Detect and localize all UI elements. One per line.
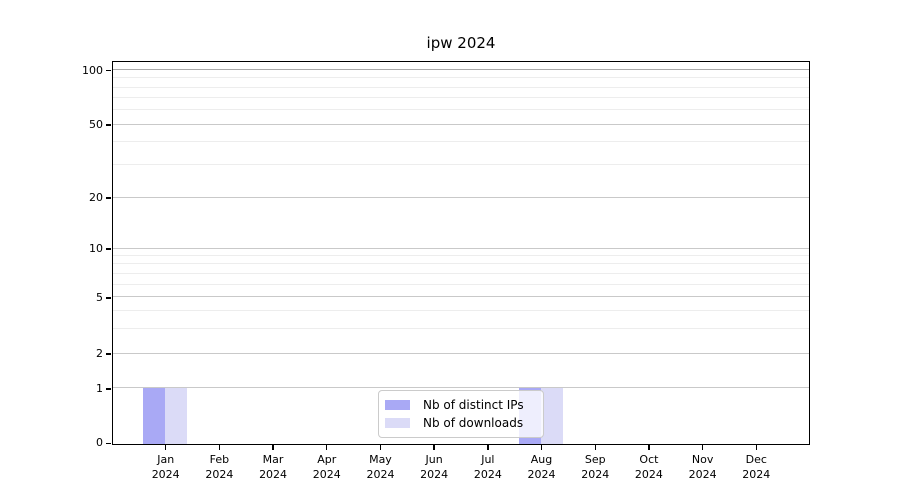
y-tick-mark: [106, 388, 111, 390]
y-tick-label: 50: [89, 118, 103, 132]
legend-label: Nb of distinct IPs: [423, 398, 524, 412]
y-gridline-minor: [113, 272, 809, 274]
x-tick-year: 2024: [420, 468, 449, 481]
legend-label: Nb of downloads: [423, 416, 524, 430]
bar-distinct-ips: [143, 387, 166, 444]
x-tick-month: Mar: [262, 453, 284, 466]
y-gridline-major: [113, 352, 809, 354]
y-gridline-major: [113, 247, 809, 249]
y-gridline-minor: [113, 109, 809, 111]
x-tick-year: 2024: [742, 468, 771, 481]
y-tick-label: 100: [82, 63, 103, 77]
x-tick-month: Nov: [691, 453, 714, 466]
y-gridline-minor: [113, 283, 809, 285]
y-tick-label: 10: [89, 242, 103, 256]
y-tick-mark: [106, 442, 111, 445]
y-tick-mark: [106, 197, 111, 199]
y-gridline-minor: [113, 164, 809, 166]
x-tick-year: 2024: [473, 468, 502, 481]
x-tick-mark: [487, 445, 489, 450]
x-tick-mark: [218, 445, 221, 450]
x-tick-year: 2024: [581, 468, 610, 481]
y-gridline-minor: [113, 327, 809, 329]
x-tick-label: Nov 2024: [671, 452, 735, 482]
x-tick-mark: [164, 445, 167, 450]
x-tick-label: Feb 2024: [187, 452, 251, 482]
x-tick-label: Dec 2024: [724, 452, 788, 482]
x-tick-mark: [272, 445, 274, 450]
x-tick-mark: [594, 445, 596, 450]
x-tick-mark: [326, 445, 328, 450]
x-tick-label: Mar 2024: [241, 452, 305, 482]
y-gridline-minor: [113, 263, 809, 265]
y-tick-mark: [106, 124, 111, 126]
x-tick-mark: [755, 445, 757, 450]
y-gridline-major: [113, 69, 809, 71]
x-tick-label: Jun 2024: [402, 452, 466, 482]
x-tick-mark: [379, 445, 382, 450]
x-tick-year: 2024: [205, 468, 234, 481]
x-tick-year: 2024: [151, 468, 180, 481]
legend: Nb of distinct IPs Nb of downloads: [378, 390, 544, 438]
x-tick-label: Oct 2024: [617, 452, 681, 482]
legend-entry: Nb of downloads: [385, 416, 535, 430]
y-gridline-minor: [113, 141, 809, 143]
x-tick-mark: [648, 445, 650, 450]
y-gridline-minor: [113, 310, 809, 312]
x-tick-month: Jun: [425, 453, 443, 466]
x-tick-mark: [540, 445, 543, 450]
x-tick-year: 2024: [312, 468, 341, 481]
x-tick-mark: [433, 445, 435, 450]
x-tick-label: Jan 2024: [134, 452, 198, 482]
x-tick-month: Apr: [317, 453, 337, 466]
y-tick-mark: [106, 248, 111, 250]
y-tick-label: 2: [96, 346, 103, 360]
x-tick-month: Aug: [530, 453, 553, 466]
y-gridline-major: [113, 123, 809, 125]
y-gridline-minor: [113, 77, 809, 79]
x-tick-label: Aug 2024: [510, 452, 574, 482]
plot-area: [112, 61, 810, 445]
legend-entry: Nb of distinct IPs: [385, 398, 535, 412]
x-tick-month: Jan: [157, 453, 175, 466]
x-tick-year: 2024: [634, 468, 663, 481]
bar-downloads: [165, 387, 188, 444]
x-tick-month: Dec: [745, 453, 767, 466]
y-tick-mark: [106, 353, 111, 355]
y-tick-label: 5: [96, 290, 103, 304]
x-tick-year: 2024: [259, 468, 288, 481]
legend-swatch-distinct-ips: [385, 400, 410, 410]
x-tick-month: Sep: [584, 453, 606, 466]
y-gridline-minor: [113, 86, 809, 88]
x-tick-month: Feb: [209, 453, 230, 466]
x-tick-label: Jul 2024: [456, 452, 520, 482]
x-tick-month: Jul: [481, 453, 495, 466]
x-tick-month: May: [369, 453, 392, 466]
x-tick-label: Sep 2024: [563, 452, 627, 482]
x-tick-year: 2024: [366, 468, 395, 481]
legend-swatch-downloads: [385, 418, 410, 428]
y-gridline-major: [113, 387, 809, 389]
x-tick-month: Oct: [639, 453, 659, 466]
x-tick-label: May 2024: [348, 452, 412, 482]
y-tick-mark: [106, 297, 111, 299]
y-tick-label: 0: [96, 436, 103, 450]
chart-title: ipw 2024: [426, 34, 496, 52]
y-gridline-minor: [113, 97, 809, 99]
x-tick-mark: [701, 445, 704, 450]
bar-downloads: [540, 387, 563, 444]
y-gridline-major: [113, 296, 809, 298]
y-tick-label: 1: [96, 381, 103, 395]
x-tick-year: 2024: [527, 468, 556, 481]
x-tick-label: Apr 2024: [295, 452, 359, 482]
y-gridline-major: [113, 196, 809, 198]
y-gridline-minor: [113, 255, 809, 257]
y-tick-mark: [106, 69, 111, 72]
y-tick-label: 20: [89, 191, 103, 205]
x-tick-year: 2024: [688, 468, 717, 481]
